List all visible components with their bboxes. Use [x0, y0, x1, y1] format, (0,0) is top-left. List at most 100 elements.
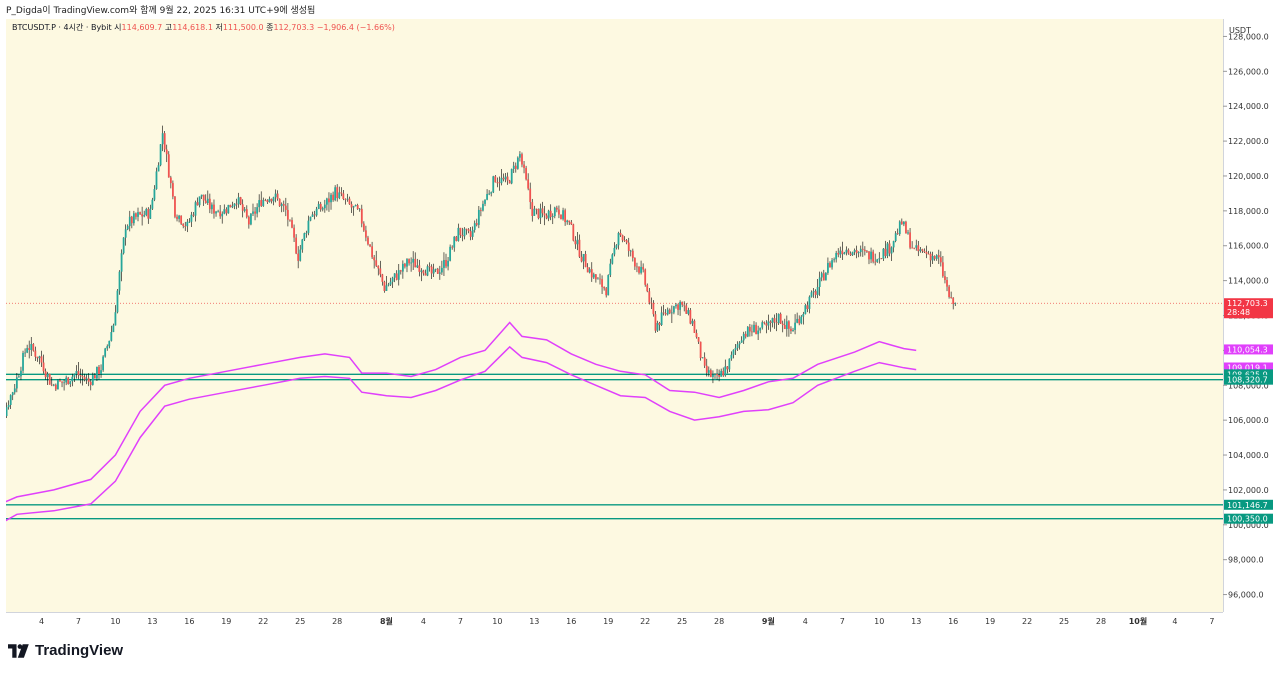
candle-body — [377, 265, 380, 269]
candle-body — [588, 269, 591, 273]
tradingview-logo[interactable]: TradingView — [8, 642, 123, 659]
candle-body — [114, 312, 117, 326]
price-chart-svg[interactable]: 128,000.0 126,000.0 124,000.0 122,000.0 120,… — [6, 19, 1273, 631]
candle-body — [788, 321, 790, 329]
candle-body — [709, 370, 712, 377]
candle-body — [576, 239, 579, 245]
candle-body — [147, 209, 150, 219]
candle-body — [231, 206, 234, 208]
candle-body — [54, 384, 57, 390]
candle-body — [648, 291, 651, 303]
candle-body — [153, 188, 156, 200]
candle-body — [371, 246, 373, 258]
legend-fragment: 종 — [266, 23, 273, 32]
envelope-lower-line — [6, 345, 917, 522]
candle-body — [837, 252, 840, 255]
candle-body — [342, 193, 345, 199]
candle-body — [516, 157, 519, 169]
candle-body — [96, 366, 98, 379]
candle-body — [299, 249, 302, 261]
candle-body — [738, 342, 741, 345]
candle-body — [346, 198, 349, 200]
envelope-price-label-bg — [1224, 362, 1273, 373]
candle-body — [20, 370, 22, 377]
candle-body — [393, 273, 396, 278]
candle-body — [167, 154, 170, 178]
candle-body — [340, 192, 343, 194]
candle-body — [451, 246, 454, 248]
candle-body — [670, 312, 673, 314]
y-tick-label: 124,000.0 — [1228, 102, 1269, 111]
candle-body — [202, 194, 205, 201]
candle-body — [6, 407, 8, 417]
candle-body — [545, 215, 548, 219]
legend-fragment: 저 — [215, 23, 222, 32]
candle-body — [362, 223, 365, 231]
candle-body — [631, 250, 634, 259]
candle-body — [469, 231, 472, 237]
candle-body — [473, 223, 476, 230]
candle-body — [824, 272, 827, 281]
candle-body — [843, 252, 846, 255]
x-tick-label: 10 — [492, 617, 502, 626]
candle-body — [853, 250, 856, 253]
candle-body — [309, 216, 312, 221]
candle-body — [75, 371, 78, 375]
chart-area[interactable]: 128,000.0 126,000.0 124,000.0 122,000.0 120,… — [6, 19, 1273, 631]
candle-body — [159, 144, 162, 166]
candle-body — [744, 333, 747, 337]
candle-body — [24, 352, 26, 354]
candle-body — [903, 221, 905, 225]
x-tick-label: 4 — [39, 617, 44, 626]
candle-body — [418, 265, 421, 272]
candle-body — [319, 203, 322, 210]
candle-body — [40, 356, 43, 363]
candle-body — [638, 266, 640, 273]
candle-body — [911, 247, 914, 249]
candle-body — [59, 379, 61, 382]
candle-body — [707, 370, 710, 373]
candle-body — [161, 133, 164, 145]
candle-body — [851, 252, 854, 256]
x-tick-label: 16 — [948, 617, 958, 626]
candle-body — [950, 297, 953, 298]
candle-body — [237, 197, 240, 205]
candle-body — [767, 321, 770, 326]
candle-body — [549, 210, 552, 218]
candle-body — [502, 177, 505, 180]
candle-body — [880, 258, 883, 260]
tradingview-logo-text: TradingView — [35, 642, 124, 659]
candle-body — [480, 209, 482, 211]
candle-body — [751, 331, 753, 333]
candle-body — [592, 274, 595, 278]
candle-body — [260, 200, 263, 206]
candle-body — [609, 263, 612, 276]
x-tick-label: 4 — [1172, 617, 1177, 626]
candle-body — [884, 248, 887, 256]
candle-body — [118, 271, 121, 291]
candle-body — [685, 305, 688, 314]
candle-body — [112, 325, 115, 333]
candle-body — [42, 362, 45, 372]
candle-body — [133, 213, 135, 224]
candle-body — [728, 358, 731, 370]
legend-fragment: 시 — [114, 23, 121, 32]
x-tick-label: 19 — [985, 617, 995, 626]
x-tick-label: 16 — [566, 617, 576, 626]
candle-body — [535, 208, 538, 210]
candle-body — [83, 376, 86, 380]
y-tick-label: 98,000.0 — [1228, 556, 1264, 565]
candle-body — [872, 251, 874, 262]
candle-body — [785, 321, 788, 330]
y-tick-label: 114,000.0 — [1228, 277, 1269, 286]
candle-body — [139, 212, 141, 215]
candle-body — [488, 193, 491, 195]
candle-body — [211, 204, 213, 210]
candle-body — [757, 330, 760, 335]
candle-body — [765, 323, 768, 326]
candle-body — [213, 204, 215, 214]
candle-body — [808, 296, 811, 309]
candle-body — [297, 253, 300, 261]
candle-body — [519, 154, 521, 158]
plot-background — [6, 19, 1223, 612]
